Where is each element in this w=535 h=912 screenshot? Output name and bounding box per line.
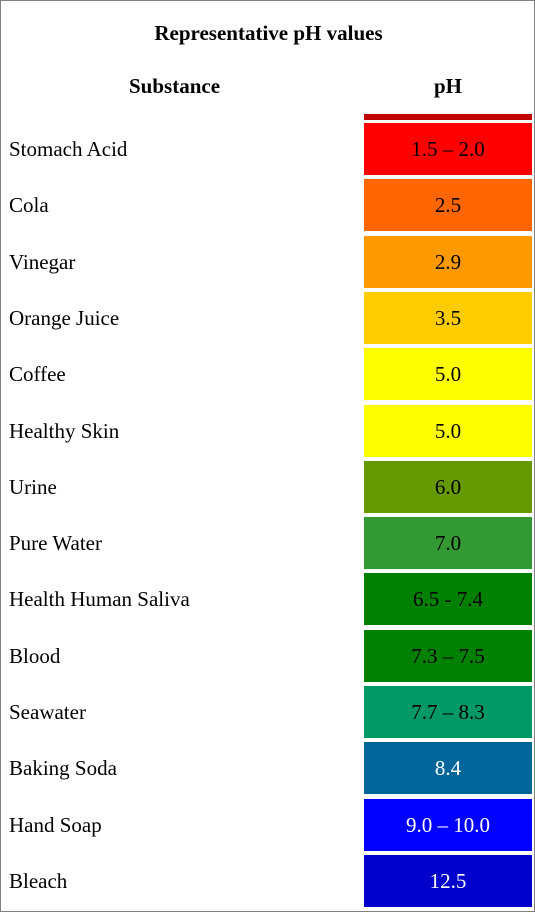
- ph-value-cell: 7.7 – 8.3: [364, 686, 532, 738]
- ph-value-cell: 9.0 – 10.0: [364, 799, 532, 851]
- ph-value-cell: 7.3 – 7.5: [364, 630, 532, 682]
- substance-label: Urine: [9, 475, 57, 499]
- substance-label: Pure Water: [9, 531, 102, 555]
- table-title: Representative pH values: [154, 21, 383, 45]
- ph-scale-top-bar: [364, 114, 532, 120]
- substance-label: Orange Juice: [9, 306, 120, 330]
- substance-column-header: Substance: [129, 74, 221, 98]
- table-row: Coffee 5.0: [1, 348, 535, 400]
- substance-label: Coffee: [9, 362, 66, 386]
- table-row: Vinegar 2.9: [1, 236, 535, 288]
- ph-value-cell: 12.5: [364, 855, 532, 907]
- substance-label: Blood: [9, 644, 61, 668]
- substance-label: Healthy Skin: [9, 419, 120, 443]
- table-row: Cola 2.5: [1, 179, 535, 231]
- substance-label: Cola: [9, 193, 49, 217]
- substance-label: Vinegar: [9, 250, 76, 274]
- table-row: Blood 7.3 – 7.5: [1, 630, 535, 682]
- substance-label: Seawater: [9, 700, 86, 724]
- ph-value-cell: 5.0: [364, 405, 532, 457]
- ph-value-cell: 6.5 - 7.4: [364, 573, 532, 625]
- ph-value-cell: 3.5: [364, 292, 532, 344]
- table-row: Pure Water 7.0: [1, 517, 535, 569]
- table-row: Bleach 12.5: [1, 855, 535, 907]
- table-row: Seawater 7.7 – 8.3: [1, 686, 535, 738]
- ph-value-cell: 7.0: [364, 517, 532, 569]
- table-row: Urine 6.0: [1, 461, 535, 513]
- table-row: Health Human Saliva 6.5 - 7.4: [1, 573, 535, 625]
- table-row: Hand Soap 9.0 – 10.0: [1, 799, 535, 851]
- substance-label: Health Human Saliva: [9, 587, 190, 611]
- substance-label: Stomach Acid: [9, 137, 128, 161]
- ph-value-cell: 2.5: [364, 179, 532, 231]
- ph-value-cell: 2.9: [364, 236, 532, 288]
- ph-value-cell: 1.5 – 2.0: [364, 123, 532, 175]
- substance-label: Hand Soap: [9, 813, 102, 837]
- table-row: Healthy Skin 5.0: [1, 405, 535, 457]
- table-row: Orange Juice 3.5: [1, 292, 535, 344]
- substance-label: Baking Soda: [9, 756, 117, 780]
- ph-column-header: pH: [433, 74, 462, 98]
- table-row: Stomach Acid 1.5 – 2.0: [1, 123, 535, 175]
- ph-value-cell: 5.0: [364, 348, 532, 400]
- substance-label: Bleach: [9, 869, 68, 893]
- table-row: Baking Soda 8.4: [1, 742, 535, 794]
- ph-value-cell: 8.4: [364, 742, 532, 794]
- ph-value-cell: 6.0: [364, 461, 532, 513]
